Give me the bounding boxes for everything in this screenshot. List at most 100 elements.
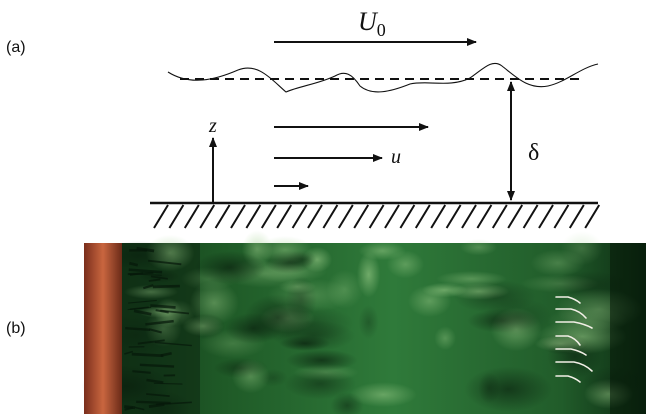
dye-streak [555,361,593,372]
hatch-mark [368,204,385,229]
canopy-streak [124,405,136,410]
wall-hatching [153,204,601,229]
canopy-streak [146,378,164,384]
canopy-streak [145,319,174,326]
hatch-mark [291,204,308,229]
canopy-streak [125,326,151,331]
hatch-mark [553,204,570,229]
hatch-mark [307,204,323,229]
canopy-streak [153,382,183,385]
dark-patch [194,250,266,285]
light-patch [267,278,354,312]
canopy-streak [133,309,152,316]
canopy-streak [155,309,169,314]
hatch-mark [260,204,277,229]
hatch-mark [461,204,477,229]
hatch-mark [245,204,262,229]
hatch-mark [399,204,416,229]
hatch-mark [522,204,539,229]
hatch-mark [276,204,293,229]
hatch-mark [384,204,400,229]
light-patch [257,235,313,264]
dye-streak [555,375,581,383]
light-patch [547,306,628,335]
canopy-streak [148,278,161,282]
canopy-streak [136,400,171,405]
light-patch [182,315,225,337]
canopy-streak [142,284,154,290]
flow-photograph [81,230,646,414]
boundary-layer-edge-curve [167,62,599,93]
velocity-symbol: u [391,146,401,168]
hatch-mark [199,204,216,229]
canopy-streak [128,299,157,304]
canopy-streak [124,350,134,355]
canopy-streak [131,352,164,358]
panel-a: (a) U0 δ z u [6,7,601,229]
hatch-mark [430,204,447,229]
dark-patch [358,304,379,340]
wall-strip [84,243,122,414]
dark-patch [464,366,553,412]
light-patch [436,270,508,287]
canopy-streak [129,306,149,311]
z-symbol: z [208,115,217,137]
light-patch [123,284,179,300]
light-patch [520,274,599,293]
canopy-streak [150,304,176,309]
canopy-streak [154,341,192,347]
hatch-mark [584,204,601,229]
hatch-mark [337,204,354,229]
light-patch [231,359,270,394]
canopy-streak [160,351,172,357]
freestream-symbol: U0 [358,7,386,40]
hatch-mark [538,204,554,229]
hatch-mark [214,204,231,229]
canopy-streak [148,259,182,266]
light-patch [349,382,417,408]
dark-patch [478,372,501,404]
canopy-streak [137,339,165,345]
canopy-streak [129,273,162,276]
dark-patch [483,297,553,337]
dye-streak [555,308,587,319]
hatch-mark [414,204,431,229]
canopy-streak [150,275,168,280]
hatch-mark [168,204,185,229]
dye-streak [555,335,581,346]
hatch-mark [491,204,508,229]
dark-patch [224,312,283,344]
dye-streak [555,296,581,304]
hatch-mark [183,204,200,229]
canopy-streak [136,246,155,253]
light-patch [356,251,381,298]
hatch-mark [445,204,462,229]
canopy-streak [149,328,162,334]
light-patch [358,241,406,261]
light-patch [434,326,456,350]
hatch-mark [322,204,339,229]
canopy-streak [152,284,180,289]
canopy-streak [128,268,163,274]
canopy-streak [139,363,175,368]
canopy-streak [129,261,139,267]
dark-patch [284,368,357,400]
hatch-mark [476,204,493,229]
light-patch [530,249,586,277]
light-patch [460,239,498,256]
panel-a-label: (a) [6,39,26,56]
hatch-mark [353,204,370,229]
thickness-symbol: δ [528,140,539,166]
hatch-mark [153,204,169,229]
canopy-streak [134,406,145,411]
panel-b-label: (b) [6,320,26,337]
light-patch [448,283,510,300]
hatch-mark [568,204,585,229]
panel-b: (b) [6,230,646,414]
canopy-streak [148,402,165,408]
light-patch [407,285,452,318]
dye-streaks [555,296,593,383]
canopy-streak [146,393,170,397]
dark-patch [285,349,358,372]
